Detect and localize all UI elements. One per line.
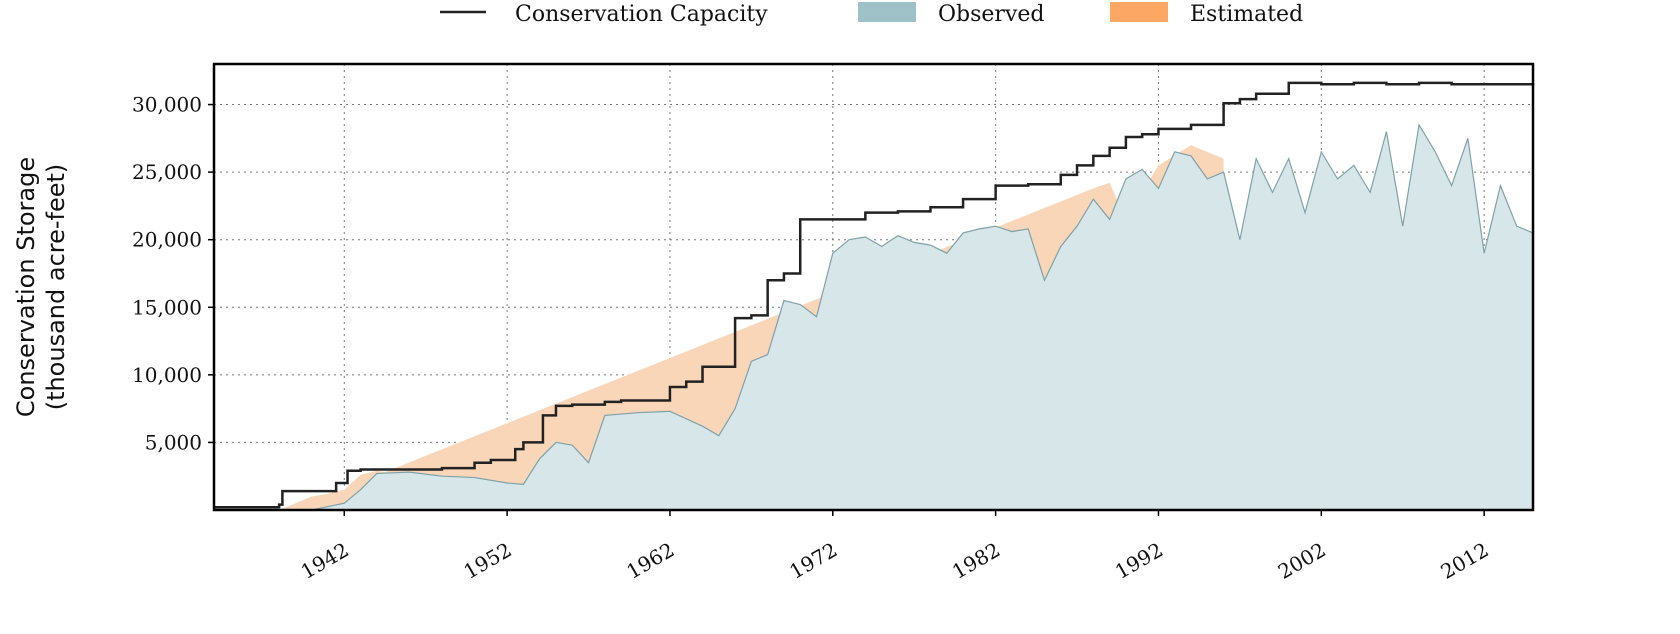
y-axis-title: Conservation Storage (thousand acre-feet) [12,157,70,417]
x-axis-ticks: 1942 1952 1962 1972 1982 1992 2002 2012 [297,510,1493,584]
observed-outline [214,123,1534,511]
x-tick-label-6: 2002 [1274,538,1330,584]
legend-swatch-observed [858,2,916,22]
x-tick-label-1: 1952 [460,538,516,584]
x-tick-label-3: 1972 [785,538,841,584]
x-tick-label-0: 1942 [297,538,353,584]
y-axis-units: (thousand acre-feet) [42,164,70,411]
legend-swatch-estimated [1110,2,1168,22]
y-tick-label-3: 20,000 [132,228,202,252]
conservation-capacity-line [214,81,1535,509]
y-tick-label-1: 10,000 [132,363,202,387]
x-tick-label-7: 2012 [1437,538,1493,584]
y-tick-label-5: 30,000 [132,93,202,117]
legend: Conservation Capacity Observed Estimated [440,2,1303,27]
x-tick-label-5: 1992 [1111,538,1167,584]
area-series [214,124,1533,511]
legend-label-conservation-capacity: Conservation Capacity [515,2,768,27]
line-series [214,81,1535,511]
y-axis-ticks: 5,000 10,000 15,000 20,000 25,000 30,000 [132,93,214,454]
y-tick-label-4: 25,000 [132,160,202,184]
observed-area [214,124,1533,511]
legend-label-estimated: Estimated [1190,2,1303,27]
y-axis-label: Conservation Storage [12,157,40,417]
legend-label-observed: Observed [938,2,1044,27]
y-tick-label-2: 15,000 [132,295,202,319]
plot-frame [212,62,1535,512]
x-tick-label-4: 1982 [948,538,1004,584]
y-tick-label-0: 5,000 [145,430,202,454]
x-tick-label-2: 1962 [622,538,678,584]
